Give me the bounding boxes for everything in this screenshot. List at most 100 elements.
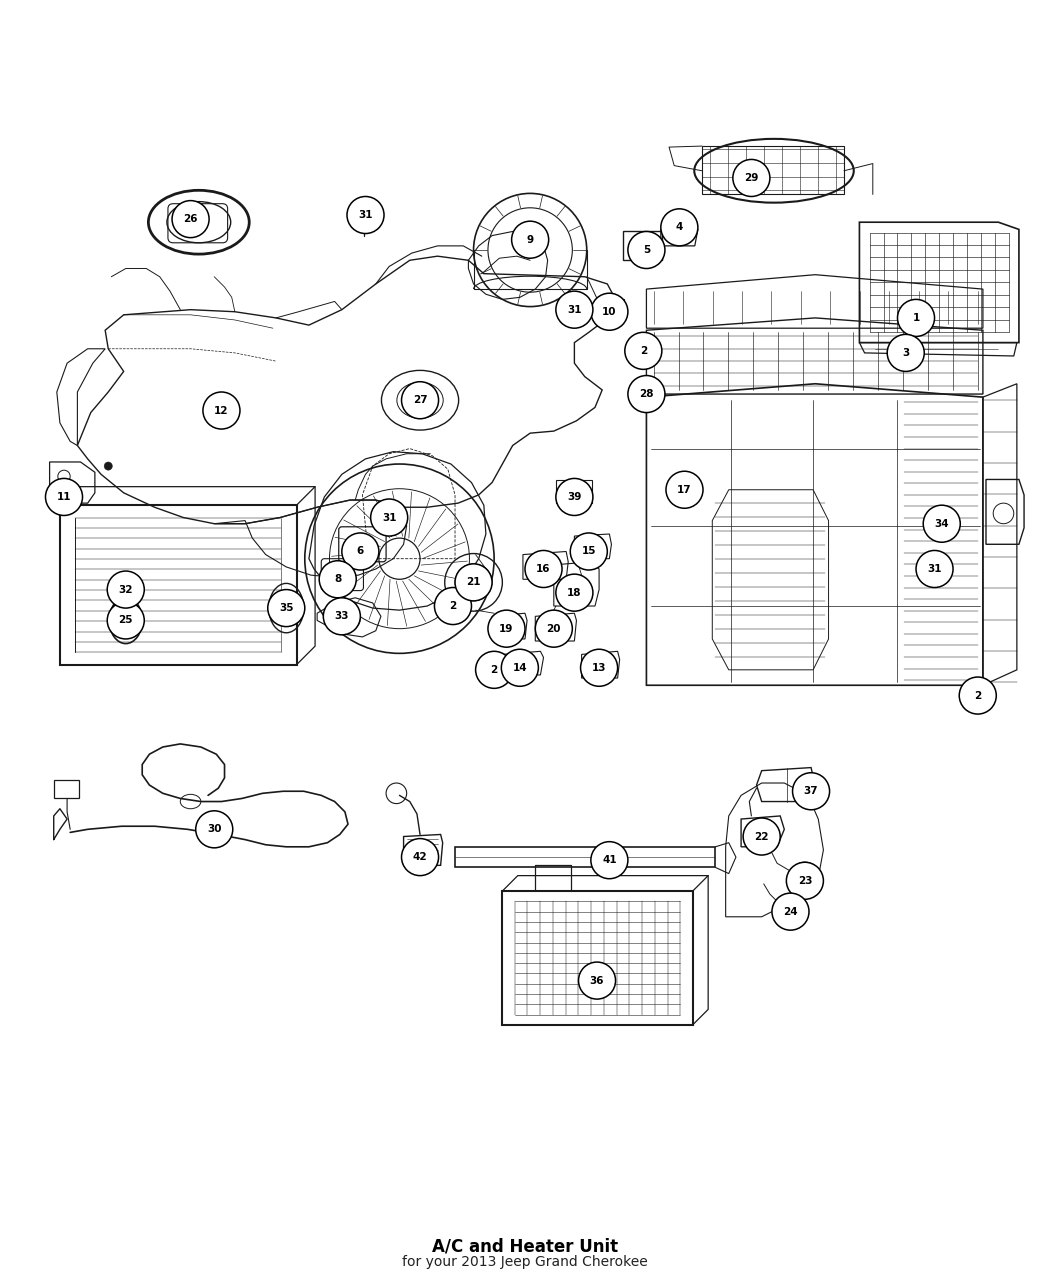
Circle shape xyxy=(448,602,457,611)
Text: 4: 4 xyxy=(675,222,684,232)
Circle shape xyxy=(581,649,617,686)
Circle shape xyxy=(404,393,415,403)
Text: 39: 39 xyxy=(567,492,582,502)
Circle shape xyxy=(203,391,240,430)
Text: 33: 33 xyxy=(335,611,349,621)
Circle shape xyxy=(536,611,572,648)
Text: 20: 20 xyxy=(547,623,561,634)
Text: 27: 27 xyxy=(413,395,427,405)
Text: 15: 15 xyxy=(582,547,596,556)
Circle shape xyxy=(591,842,628,878)
Text: 31: 31 xyxy=(382,513,397,523)
Bar xyxy=(555,481,592,504)
Circle shape xyxy=(968,686,987,705)
Circle shape xyxy=(501,649,539,686)
Text: 9: 9 xyxy=(527,235,533,245)
Text: 19: 19 xyxy=(500,623,513,634)
Bar xyxy=(354,213,375,227)
Text: 23: 23 xyxy=(798,876,812,886)
Text: 32: 32 xyxy=(119,584,133,594)
Bar xyxy=(54,780,80,798)
Circle shape xyxy=(579,963,615,1000)
Text: 14: 14 xyxy=(512,663,527,673)
Text: 16: 16 xyxy=(537,564,551,574)
Text: 18: 18 xyxy=(567,588,582,598)
Bar xyxy=(379,509,401,524)
Text: 2: 2 xyxy=(639,346,647,356)
Text: 24: 24 xyxy=(783,907,798,917)
Text: 25: 25 xyxy=(119,616,133,626)
Circle shape xyxy=(371,499,407,536)
Bar xyxy=(702,147,844,194)
Text: 2: 2 xyxy=(490,664,498,674)
Circle shape xyxy=(786,862,823,899)
Circle shape xyxy=(455,564,492,601)
Text: A/C and Heater Unit: A/C and Heater Unit xyxy=(432,1238,618,1256)
Text: 8: 8 xyxy=(334,574,341,584)
Circle shape xyxy=(733,159,770,196)
Text: 21: 21 xyxy=(466,578,481,588)
Circle shape xyxy=(555,574,593,611)
Circle shape xyxy=(973,691,982,700)
Circle shape xyxy=(660,209,698,246)
Circle shape xyxy=(923,505,961,542)
Text: 12: 12 xyxy=(214,405,229,416)
Text: 13: 13 xyxy=(592,663,606,673)
Circle shape xyxy=(485,660,503,680)
Circle shape xyxy=(628,232,665,269)
Circle shape xyxy=(628,376,665,413)
Text: 22: 22 xyxy=(754,831,769,842)
Text: 26: 26 xyxy=(184,214,197,224)
Circle shape xyxy=(107,602,144,639)
Circle shape xyxy=(793,773,830,810)
Text: 37: 37 xyxy=(803,787,818,797)
Text: 35: 35 xyxy=(279,603,294,613)
Circle shape xyxy=(960,677,996,714)
Circle shape xyxy=(342,533,379,570)
Circle shape xyxy=(346,196,384,233)
Circle shape xyxy=(898,300,934,337)
Circle shape xyxy=(268,589,304,626)
Circle shape xyxy=(444,597,462,616)
Text: 11: 11 xyxy=(57,492,71,502)
Circle shape xyxy=(476,652,512,688)
Circle shape xyxy=(555,478,593,515)
Circle shape xyxy=(743,819,780,856)
Bar xyxy=(502,891,693,1025)
Circle shape xyxy=(401,381,439,418)
Text: 31: 31 xyxy=(927,564,942,574)
Text: 17: 17 xyxy=(677,484,692,495)
Text: 29: 29 xyxy=(744,173,758,184)
Circle shape xyxy=(195,811,233,848)
Circle shape xyxy=(172,200,209,237)
Text: 41: 41 xyxy=(602,856,616,866)
Text: 6: 6 xyxy=(357,547,364,556)
Circle shape xyxy=(511,221,549,259)
Text: 36: 36 xyxy=(590,975,605,986)
Circle shape xyxy=(772,892,808,931)
Circle shape xyxy=(490,666,499,674)
Text: 3: 3 xyxy=(902,348,909,358)
Text: 30: 30 xyxy=(207,825,222,834)
Circle shape xyxy=(625,333,662,370)
Circle shape xyxy=(525,551,562,588)
Text: for your 2013 Jeep Grand Cherokee: for your 2013 Jeep Grand Cherokee xyxy=(402,1256,648,1269)
Text: 42: 42 xyxy=(413,852,427,862)
Circle shape xyxy=(555,291,593,328)
Circle shape xyxy=(104,462,112,470)
Circle shape xyxy=(488,611,525,648)
Text: 28: 28 xyxy=(639,389,654,399)
Circle shape xyxy=(666,472,704,509)
Circle shape xyxy=(570,533,607,570)
Text: 2: 2 xyxy=(974,691,982,700)
Circle shape xyxy=(887,334,924,371)
Text: 31: 31 xyxy=(358,210,373,221)
Text: 31: 31 xyxy=(567,305,582,315)
Circle shape xyxy=(422,393,433,403)
Circle shape xyxy=(435,588,471,625)
Bar xyxy=(623,232,662,260)
Text: 5: 5 xyxy=(643,245,650,255)
Text: 2: 2 xyxy=(449,601,457,611)
Text: 34: 34 xyxy=(934,519,949,529)
Circle shape xyxy=(639,347,648,354)
